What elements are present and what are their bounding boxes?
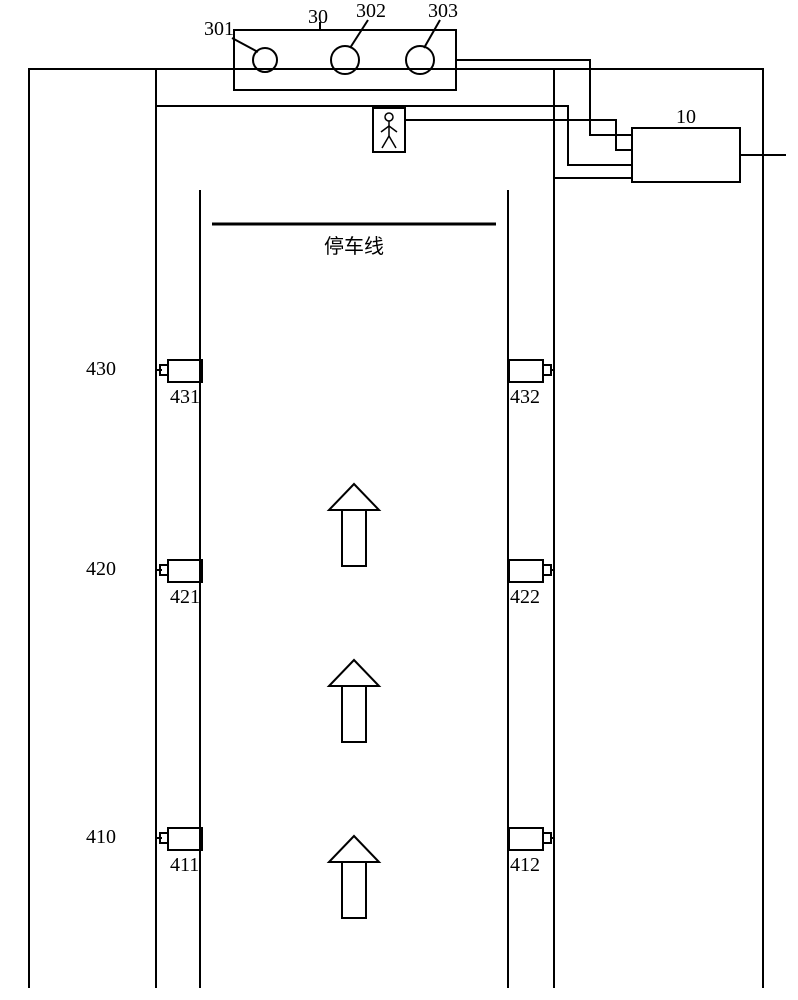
sensor-box-422 — [509, 560, 543, 582]
sensor-box-421 — [168, 560, 202, 582]
schematic-svg — [0, 0, 798, 1000]
sensor-cap-412 — [543, 833, 551, 843]
arrow-1 — [329, 484, 379, 566]
label-302: 302 — [356, 0, 386, 23]
signal-box — [234, 30, 456, 90]
sensor-box-432 — [509, 360, 543, 382]
sensor-box-411 — [168, 828, 202, 850]
label-421: 421 — [170, 586, 200, 609]
label-411: 411 — [170, 854, 199, 877]
arrow-2 — [329, 660, 379, 742]
sensor-box-412 — [509, 828, 543, 850]
sensor-cap-432 — [543, 365, 551, 375]
label-422: 422 — [510, 586, 540, 609]
label-431: 431 — [170, 386, 200, 409]
label-303: 303 — [428, 0, 458, 23]
leader-301 — [232, 38, 258, 52]
label-301: 301 — [204, 18, 234, 41]
label-430: 430 — [86, 358, 116, 381]
arrow-3 — [329, 836, 379, 918]
outer-frame — [29, 69, 763, 988]
label-410: 410 — [86, 826, 116, 849]
label-10: 10 — [676, 106, 696, 129]
leader-303 — [424, 20, 440, 48]
label-stop-line: 停车线 — [324, 230, 384, 259]
label-420: 420 — [86, 558, 116, 581]
sensor-cap-422 — [543, 565, 551, 575]
label-30: 30 — [308, 6, 328, 29]
ped-figure-icon — [381, 113, 397, 148]
wire-signal-to-ctrl — [456, 60, 624, 135]
label-432: 432 — [510, 386, 540, 409]
sensor-box-431 — [168, 360, 202, 382]
leader-302 — [350, 20, 368, 48]
label-412: 412 — [510, 854, 540, 877]
controller-box — [632, 128, 740, 182]
